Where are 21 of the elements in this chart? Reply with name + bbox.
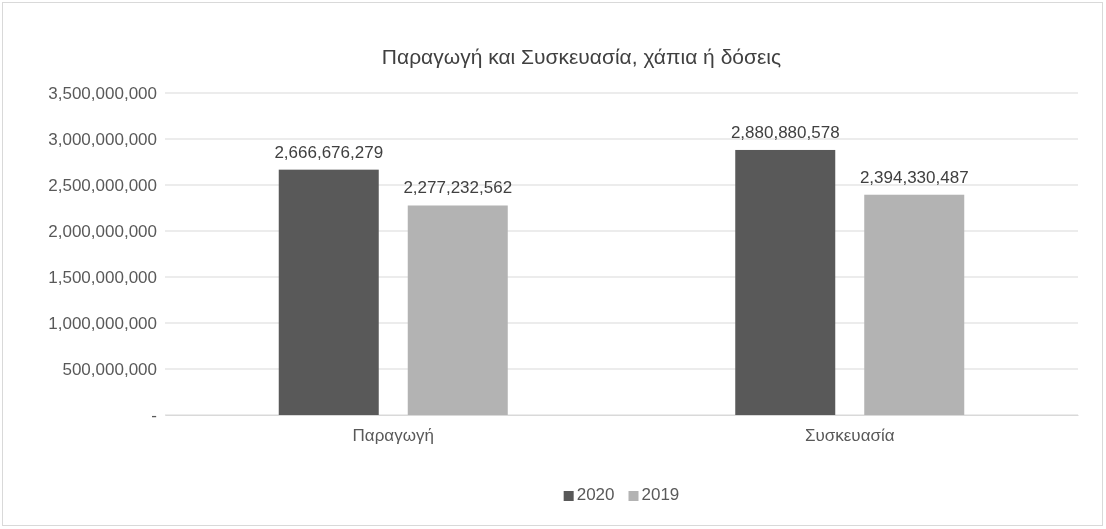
x-tick-label: Παραγωγή [352,426,434,446]
data-label: 2,394,330,487 [859,167,969,187]
legend-label: 2020 [576,485,615,504]
bar [407,205,508,415]
bar [735,149,836,415]
chart-title: Παραγωγή και Συσκευασία, χάπια ή δόσεις [381,45,782,68]
y-tick-label: 2,500,000,000 [48,175,157,195]
y-tick-label: 3,500,000,000 [48,83,157,103]
y-tick-label: 3,000,000,000 [48,129,157,149]
y-tick-label: 2,000,000,000 [48,221,157,241]
y-tick-label: 1,000,000,000 [48,313,157,333]
data-label: 2,666,676,279 [274,142,384,162]
x-tick-label: Συσκευασία [804,426,895,446]
data-label: 2,880,880,578 [730,122,840,142]
data-label: 2,277,232,562 [403,178,513,198]
bar [864,194,965,415]
bar [278,169,379,415]
y-tick-label: 1,500,000,000 [48,267,157,287]
y-tick-label: - [151,405,157,425]
y-tick-label: 500,000,000 [62,359,157,379]
legend-label: 2019 [641,485,680,504]
